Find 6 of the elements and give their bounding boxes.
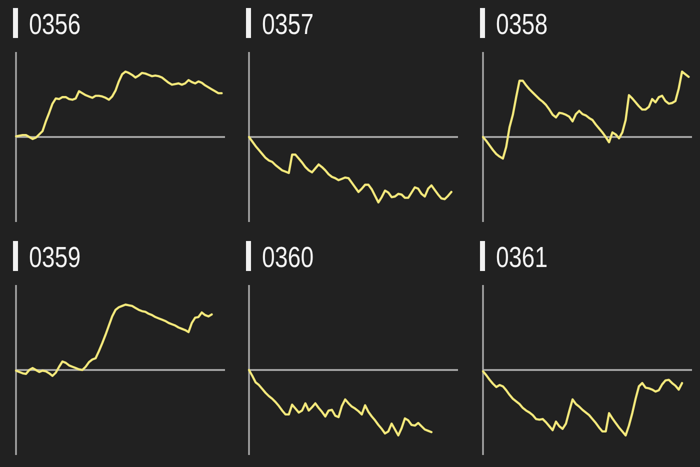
chart-title: 0359 <box>29 242 81 274</box>
chart-title: 0357 <box>262 9 314 41</box>
chart-title: 0361 <box>496 242 548 274</box>
chart-title: 0358 <box>496 9 548 41</box>
chart-title: 0356 <box>29 9 81 41</box>
chart-title: 0360 <box>262 242 314 274</box>
